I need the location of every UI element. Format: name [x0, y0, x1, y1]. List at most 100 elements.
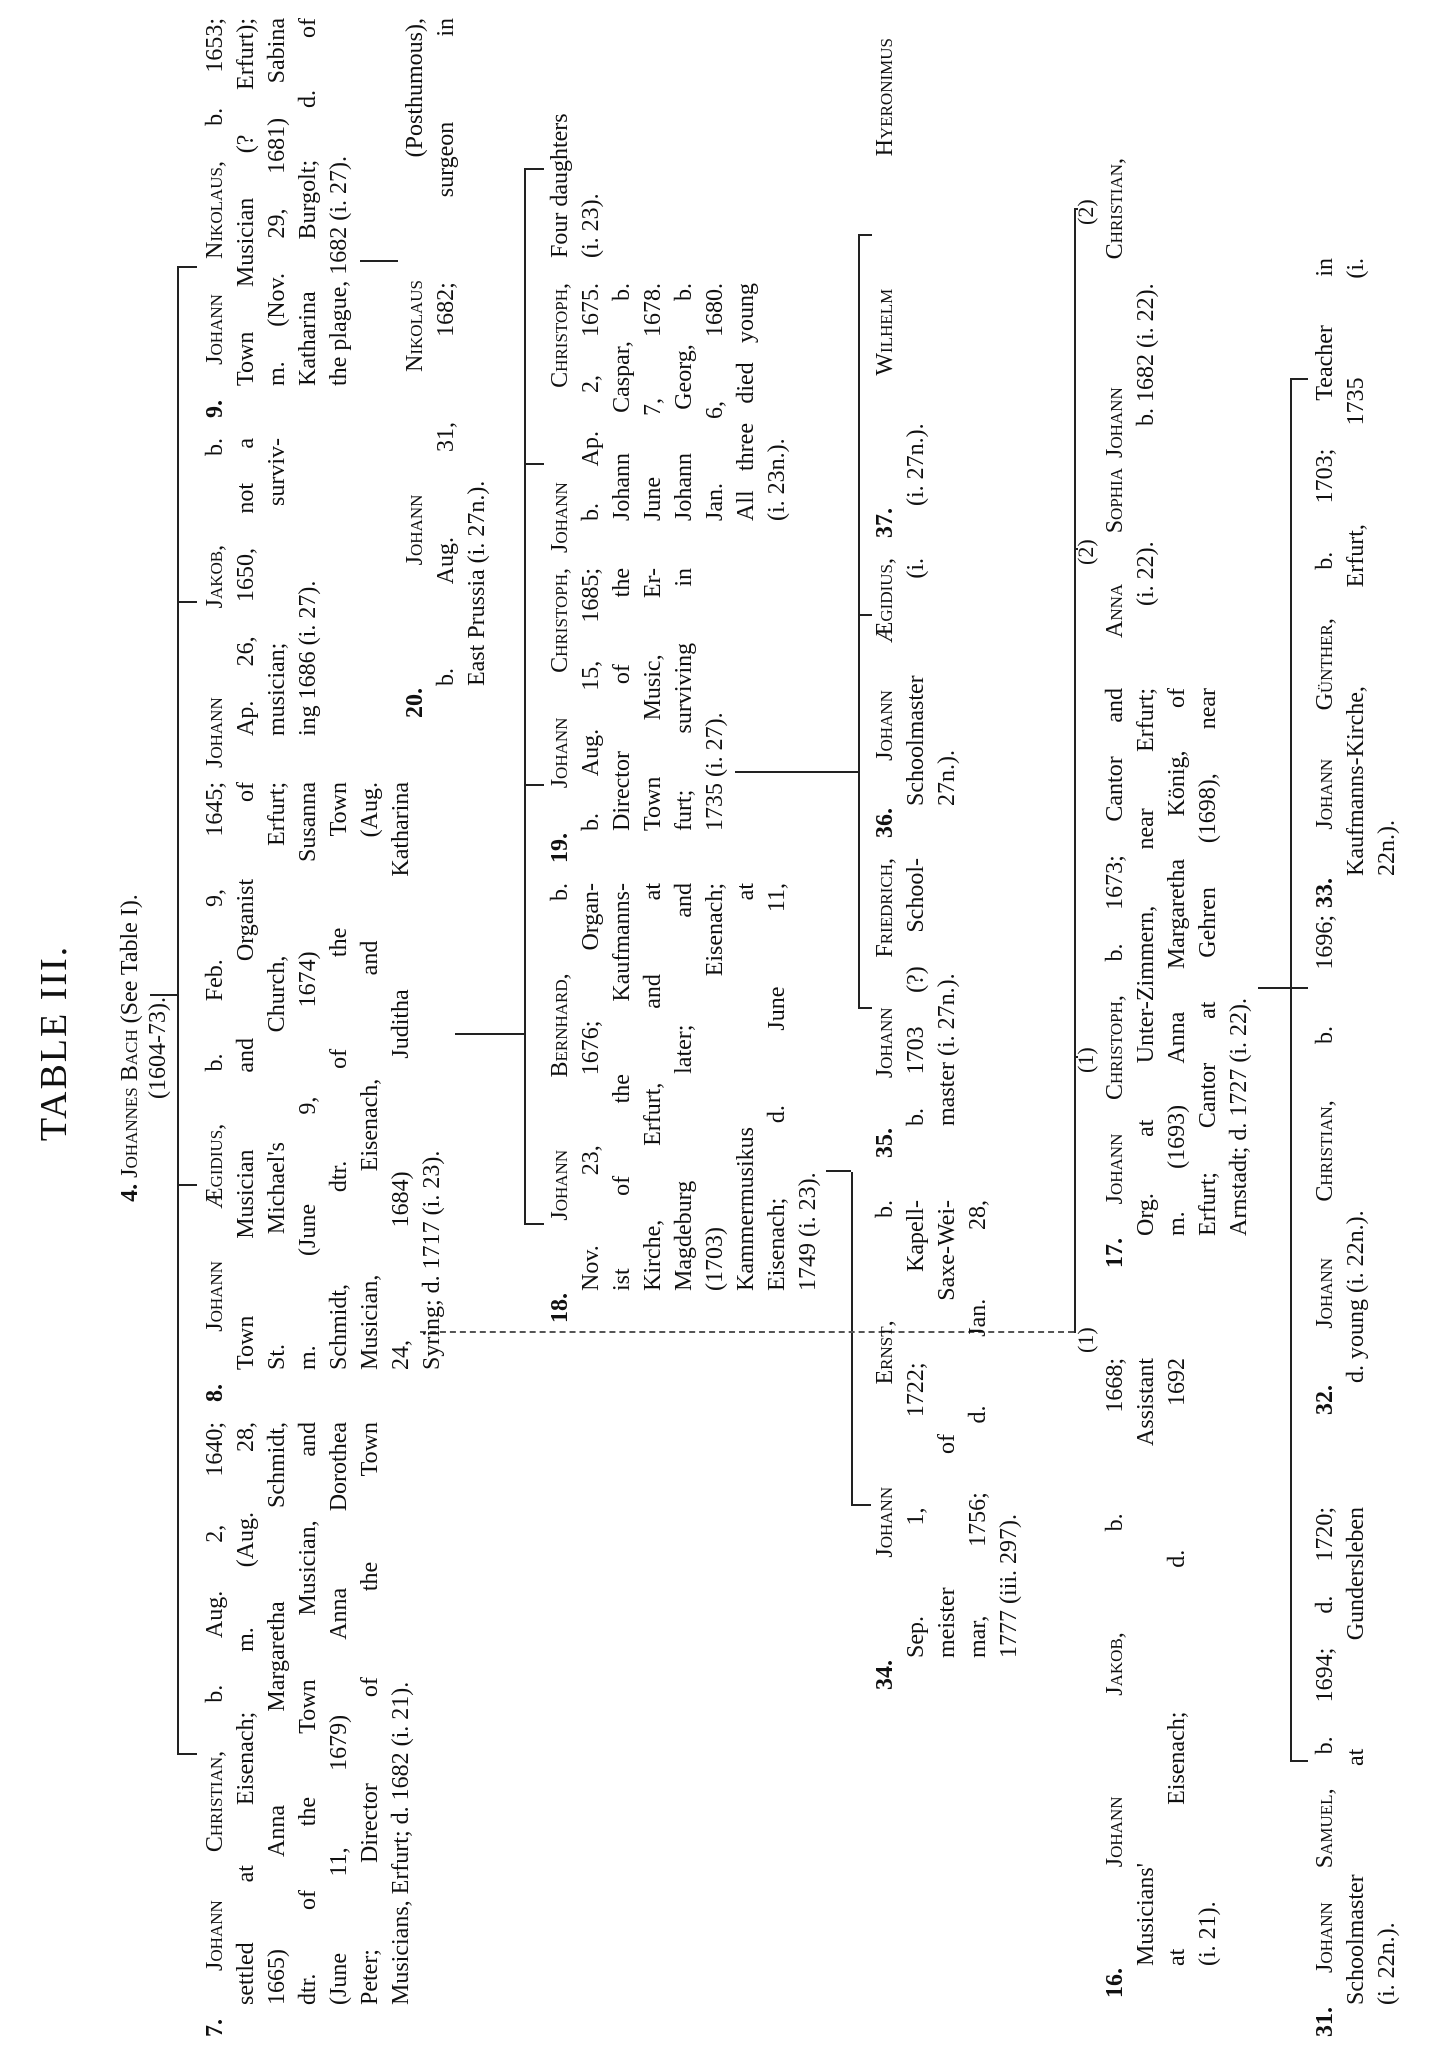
connector [1074, 210, 1076, 1333]
entry-name: Johann Christian [1312, 1106, 1338, 1329]
entry-text: Four daughters [547, 113, 573, 258]
root-dates: (1604-73). [145, 997, 171, 1099]
entry-text-line: d. young (i. 22n.). [1343, 1210, 1369, 1383]
entry-name: Johann Jakob [1102, 1638, 1128, 1868]
entry-text: , [1102, 158, 1128, 164]
entry-text-line: (i. 23). [578, 193, 604, 258]
connector [851, 1504, 871, 1506]
person-entry: 7. Johann Christian, b. Aug. 2, 1640; set… [200, 1422, 417, 2037]
entry-heading: 7. Johann Christian, b. Aug. 2, 1640; [200, 1422, 231, 2037]
person-entry: 31. Johann Samuel, b. 1694; d. 1720; Scho… [1310, 1507, 1403, 2037]
entry-text-line: 1665) Anna Margaretha Schmidt, [264, 1422, 290, 2005]
entry-text: , b. [202, 437, 228, 551]
entry-text-line: Musician, Eisenach, and (Aug. [357, 782, 383, 1370]
entry-number: 17. [1102, 1238, 1128, 1268]
entry-name: Johann Friedrich [872, 864, 898, 1079]
connector [177, 268, 179, 1755]
connector [1290, 380, 1292, 1762]
entry-number: 36. [872, 808, 898, 838]
connector [826, 1170, 851, 1172]
entry-text: , b. 1696; [1312, 914, 1338, 1107]
entry-heading: Johann Christian, [1100, 158, 1131, 458]
entry-text-line: 24, 1684) Juditha Katharina [388, 782, 414, 1370]
entry-text-line: meister of Saxe-Wei- [934, 1200, 960, 1658]
person-entry: 18. Johann Bernhard, b. Nov. 23, 1676; Or… [545, 883, 824, 1323]
person-entry: 8. Johann Ægidius, b. Feb. 9, 1645; Town … [200, 782, 448, 1402]
entry-text-line: St. Michael's Church, Erfurt; [264, 782, 290, 1370]
entry-text-line: (i. 21). [1195, 1901, 1221, 1966]
entry-text-line: dtr. of the Town Musician, and [295, 1422, 321, 2005]
entry-name: Johann Christian [202, 1756, 228, 1971]
entry-number: 31. [1312, 2007, 1338, 2037]
connector [150, 994, 177, 996]
entry-text-line: (1703) Eisenach; [702, 883, 728, 1291]
entry-text-line: master (i. 27n.). [934, 973, 960, 1126]
entry-text-line: the plague, 1682 (i. 27). [326, 156, 352, 386]
entry-number: 33. [1312, 878, 1338, 908]
entry-heading: 16. Johann Jakob, b. 1668; [1100, 1358, 1131, 1998]
connector [177, 1753, 197, 1755]
entry-text-line: m. (1693) Anna Margaretha König, of [1164, 688, 1190, 1236]
entry-heading: Johann Jakob, b. [200, 438, 231, 768]
entry-text-line: Johann Caspar, b. [609, 283, 635, 521]
entry-name: Johann Christian [1102, 164, 1128, 458]
person-entry: 32. Johann Christian, b. 1696; d. young (… [1310, 915, 1372, 1415]
entry-name: Johann Günther [1312, 624, 1338, 830]
person-entry: Johann Christian, b. 1682 (i. 22). [1100, 158, 1162, 458]
entry-text-line: b. Aug. 31, 1682; surgeon in [433, 18, 459, 686]
connector [1290, 378, 1308, 380]
entry-text-line: Sep. 1, 1722; Kapell- [903, 1200, 929, 1658]
entry-text-line: Magdeburg later; and [671, 883, 697, 1291]
person-entry: 9. Johann Nikolaus, b. 1653; Town Musicia… [200, 18, 355, 418]
entry-name: Johann Samuel [1312, 1794, 1338, 1973]
entry-heading: Johann Christoph, [545, 283, 576, 553]
entry-text: , b. Aug. 2, 1640; [202, 1422, 228, 1757]
entry-heading: 18. Johann Bernhard, b. [545, 883, 576, 1323]
entry-heading: 36. Johann Ægidius, [870, 558, 901, 838]
person-entry: 20. Johann Nikolaus (Posthumous), b. Aug.… [400, 18, 493, 718]
entry-name: Anna Sophia [1102, 468, 1128, 638]
entry-name: Johann Bernhard [547, 979, 573, 1221]
entry-text-line: Jan. 6, 1680. [702, 283, 728, 521]
entry-text: , b. [872, 1199, 898, 1327]
entry-text-line: 1777 (iii. 297). [996, 1514, 1022, 1658]
root-name: Johannes Bach [117, 1029, 143, 1178]
entry-number: 7. [202, 2019, 228, 2037]
entry-text-line: m. (Nov. 29, 1681) Sabina [264, 18, 290, 386]
entry-text-line: Johann Georg, b. [671, 283, 697, 521]
entry-name: Johann Ægidius [202, 1129, 228, 1332]
entry-text-line: Kirche, Erfurt, and at [640, 883, 666, 1291]
entry-text: , [547, 283, 573, 289]
entry-text: , b. 1694; d. 1720; [1312, 1506, 1338, 1795]
person-entry: 35. Johann Friedrich, b. 1703 (?) School-… [870, 858, 963, 1158]
connector [455, 1033, 524, 1035]
entry-number: 8. [202, 1384, 228, 1402]
entry-text-line: furt; surviving in [671, 568, 697, 831]
connector [524, 784, 544, 786]
connector [524, 463, 544, 465]
connector [177, 601, 197, 603]
root-note: (See Table I). [117, 894, 143, 1024]
person-entry: 16. Johann Jakob, b. 1668; Musicians' Ass… [1100, 1358, 1224, 1998]
person-entry: 33. Johann Günther, b. 1703; Teacher in K… [1310, 258, 1403, 908]
entry-text-line: East Prussia (i. 27n.). [464, 480, 490, 686]
person-entry: 37. Wilhelm Hyeronimus (i. 27n.). [870, 38, 932, 538]
entry-heading: 32. Johann Christian, b. 1696; [1310, 915, 1341, 1415]
entry-text-line: Musicians' Assistant [1133, 1358, 1159, 1966]
entry-text-line: Syring; d. 1717 (i. 23). [419, 1150, 445, 1370]
connector [524, 170, 526, 1225]
person-entry: Johann Jakob, b. Ap. 26, 1650, not a music… [200, 438, 324, 768]
entry-number: 20. [402, 688, 428, 718]
person-entry: Johann Christoph, b. Ap. 2, 1675. Johann C… [545, 283, 793, 553]
entry-text-line: Town Musician and Organist of [233, 782, 259, 1370]
entry-text: , [872, 858, 898, 864]
entry-heading: Four daughters [545, 28, 576, 258]
connector [1258, 987, 1290, 989]
entry-text-line: Town Musician (? Erfurt); [233, 18, 259, 386]
entry-heading: 35. Johann Friedrich, [870, 858, 901, 1158]
connector [177, 266, 197, 268]
entry-text-line: (June 11, 1679) Anna Dorothea [326, 1422, 352, 2005]
entry-heading: 33. Johann Günther, b. 1703; Teacher in [1310, 258, 1341, 908]
